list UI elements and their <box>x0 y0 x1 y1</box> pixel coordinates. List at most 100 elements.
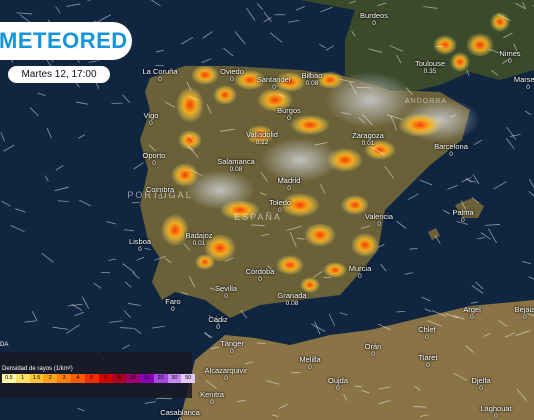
wind-streak <box>516 388 527 401</box>
wind-streak <box>528 276 534 280</box>
wind-streak <box>354 385 362 388</box>
wind-streak <box>202 31 213 39</box>
wind-streak <box>278 93 286 98</box>
wind-streak <box>504 332 515 338</box>
wind-streak <box>314 321 321 335</box>
wind-streak <box>368 48 383 53</box>
wind-streak <box>466 69 470 77</box>
city-label: Casablanca0 <box>160 408 200 420</box>
wind-streak <box>361 389 370 394</box>
city-label: Nimes 0 <box>499 49 521 66</box>
city-label: Vigo 0 <box>143 111 159 128</box>
wind-streak <box>165 258 172 263</box>
wind-streak <box>484 224 500 226</box>
city-label: Toulouse 0.35 <box>414 59 446 76</box>
wind-streak <box>377 323 391 331</box>
wind-streak <box>201 58 212 63</box>
wind-streak <box>37 92 46 96</box>
wind-streak <box>295 6 306 11</box>
wind-streak <box>413 406 427 408</box>
legend-step: 20 <box>153 374 168 383</box>
wind-streak <box>278 404 288 409</box>
wind-streak <box>456 210 472 213</box>
wind-streak <box>74 311 84 317</box>
wind-streak <box>288 19 300 23</box>
wind-streak <box>390 115 398 131</box>
wind-streak <box>261 233 270 236</box>
wind-streak <box>497 13 511 21</box>
wind-streak <box>389 45 404 52</box>
wind-streak <box>338 78 355 83</box>
city-label: Córdoba 0 <box>245 267 275 284</box>
wind-streak <box>320 6 333 13</box>
lightning-density-layer <box>161 12 510 293</box>
wind-streak <box>136 256 145 261</box>
wind-streak <box>267 265 274 272</box>
land-france <box>300 0 534 92</box>
legend-step: 1 <box>15 374 30 383</box>
city-label: Badajoz 0.01 <box>185 231 213 248</box>
city-label: Bejaia 0 <box>514 305 534 322</box>
legend-step: 15 <box>139 374 154 383</box>
wind-streak <box>424 308 432 312</box>
wind-streak <box>339 312 348 316</box>
wind-streak <box>360 225 370 229</box>
wind-streak <box>29 107 39 116</box>
city-label: Tiaret 0 <box>418 353 438 370</box>
wind-streak <box>54 186 69 191</box>
wind-streak <box>55 165 64 171</box>
city-label: Palma 0 <box>452 208 474 225</box>
city-label: Valencia 0 <box>364 212 394 229</box>
wind-streak <box>97 14 111 23</box>
wind-streak <box>79 199 92 207</box>
wind-streak <box>349 81 357 95</box>
wind-streak <box>82 296 89 309</box>
wind-streak <box>362 114 373 126</box>
wind-streak <box>257 3 264 11</box>
wind-streak <box>246 7 256 21</box>
wind-streak <box>46 127 52 139</box>
wind-streak <box>480 232 491 240</box>
wind-streak <box>509 133 521 137</box>
wind-streak <box>133 327 142 334</box>
wind-streak <box>528 191 534 197</box>
city-label: Cádiz 0 <box>208 315 228 332</box>
legend-step: 50 <box>181 374 196 383</box>
wind-streak <box>377 244 385 248</box>
wind-streak <box>16 12 33 15</box>
wind-streak <box>164 101 176 108</box>
city-label: Salamanca 0.08 <box>217 157 255 174</box>
brand-name: METEORED <box>0 28 128 53</box>
wind-streak <box>498 320 508 327</box>
wind-streak <box>506 137 515 150</box>
wind-streak <box>340 112 352 115</box>
wind-streak <box>123 229 134 232</box>
legend-step: 1.5 <box>29 374 44 383</box>
wind-streak <box>483 332 491 337</box>
wind-streak <box>378 399 391 405</box>
wind-streak <box>123 310 131 318</box>
wind-streak <box>396 310 406 313</box>
wind-streak <box>515 330 531 336</box>
wind-streak <box>187 145 199 158</box>
country-label-andorra: ANDORRA <box>404 98 448 105</box>
wind-streak <box>71 303 83 311</box>
wind-streak <box>236 400 246 402</box>
legend-step: 5 <box>84 374 99 383</box>
wind-streak <box>356 86 373 89</box>
wind-streak <box>468 180 477 183</box>
wind-streak <box>271 414 279 417</box>
wind-streak <box>456 221 469 225</box>
wind-streak <box>108 258 117 261</box>
wind-streak <box>442 209 451 215</box>
wind-streak <box>349 0 356 4</box>
wind-streak <box>450 114 457 118</box>
city-label: Sevilla 0 <box>214 284 238 301</box>
legend-color-scale: 0.5 1 1.5 2 3 4 5 6 8 10 15 20 30 50 <box>2 374 196 383</box>
wind-streak <box>475 281 484 289</box>
wind-streak <box>189 169 202 176</box>
meteored-logo[interactable]: METEORED <box>0 22 132 60</box>
